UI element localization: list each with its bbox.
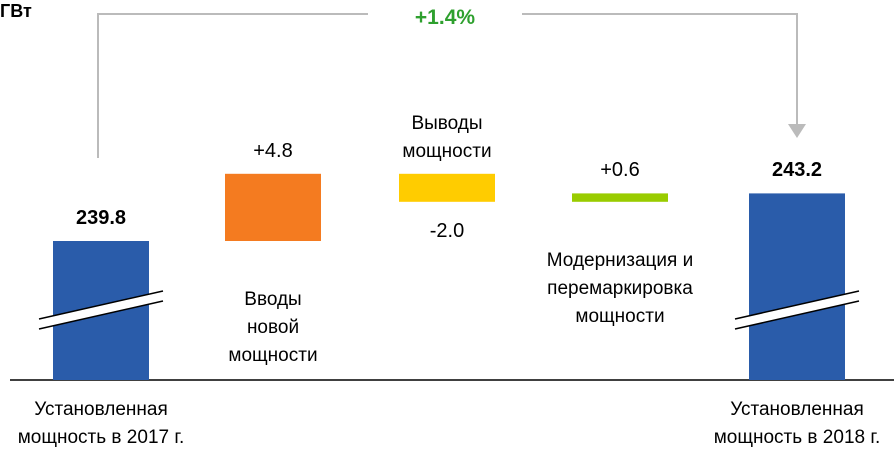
value-label: +4.8 <box>253 139 293 162</box>
category-label: Модернизация и перемаркировка мощности <box>546 249 694 327</box>
category-label: Установленная мощность в 2017 г. <box>17 399 185 448</box>
bar <box>399 173 495 202</box>
value-label: 239.8 <box>75 207 127 229</box>
annotation: +1.4% <box>414 6 476 29</box>
axis-break <box>735 291 859 329</box>
value-label: +0.6 <box>600 159 640 182</box>
category-label: Вводы новой мощности <box>228 289 318 366</box>
axis-break-line <box>38 300 164 330</box>
axis-break <box>39 291 163 329</box>
arrow-head <box>788 124 806 138</box>
bar <box>572 193 668 202</box>
bar <box>749 193 845 380</box>
axis-break-line <box>734 300 860 330</box>
axis-break-line <box>734 290 860 320</box>
value-label: 243.2 <box>771 159 823 182</box>
unit-label: ГВт <box>0 1 32 21</box>
axis-break-line <box>38 290 164 320</box>
value-label: -2.0 <box>429 219 465 242</box>
bar <box>225 173 321 241</box>
connector <box>97 13 798 158</box>
category-label: Выводы мощности <box>402 112 492 162</box>
category-label: Установленная мощность в 2018 г. <box>713 399 881 448</box>
